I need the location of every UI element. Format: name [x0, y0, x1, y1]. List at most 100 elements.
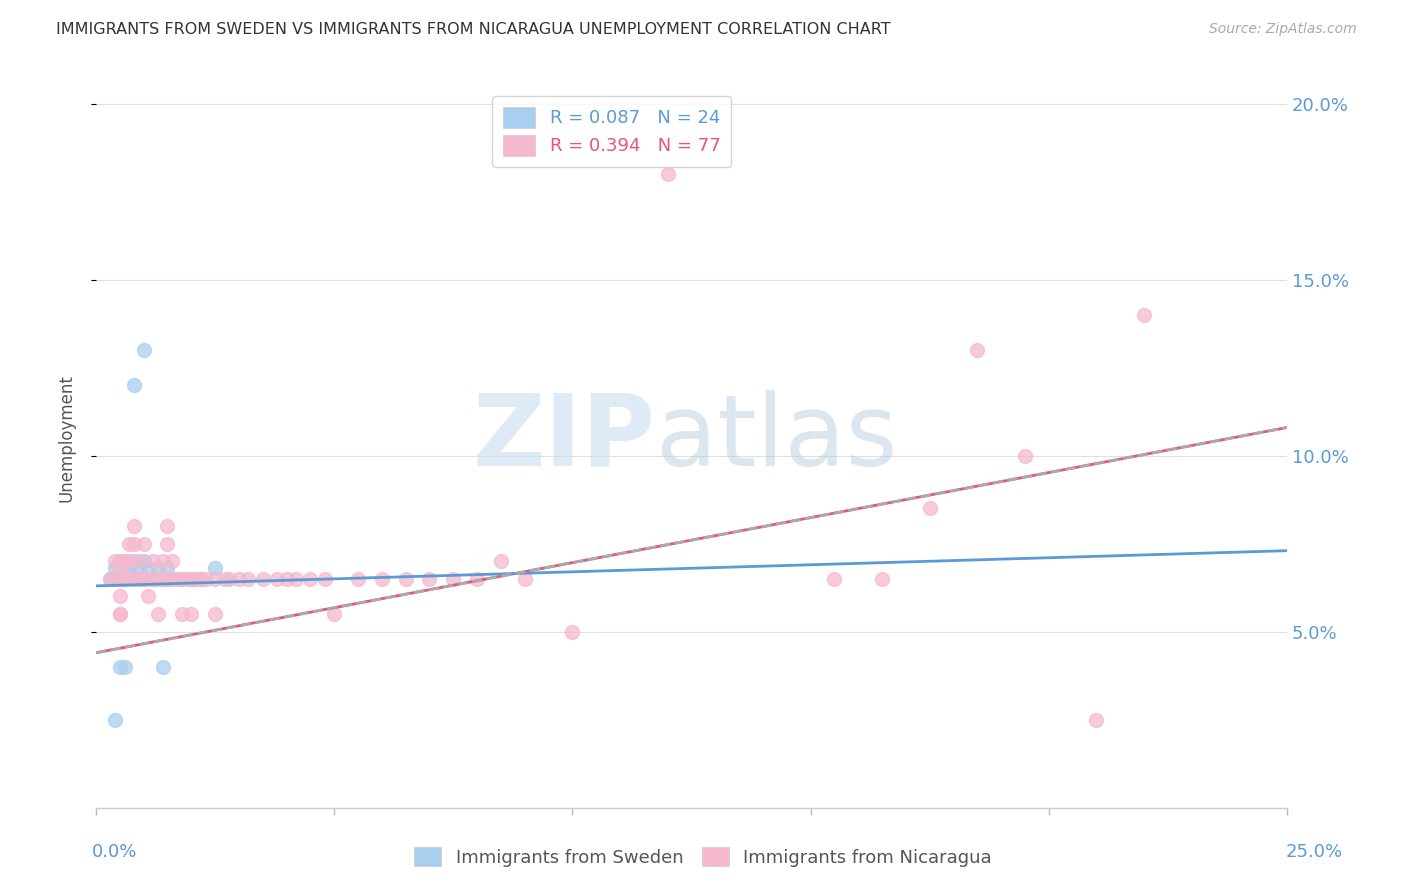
Point — [118, 561, 141, 575]
Point — [138, 590, 160, 604]
Point — [1085, 713, 1108, 727]
Point — [418, 572, 440, 586]
Point — [347, 572, 370, 586]
Point — [118, 572, 141, 586]
Point — [128, 554, 150, 568]
Point — [160, 554, 183, 568]
Text: 25.0%: 25.0% — [1285, 843, 1343, 861]
Point — [108, 572, 131, 586]
Point — [166, 572, 188, 586]
Point — [285, 572, 308, 586]
Point — [156, 572, 179, 586]
Point — [184, 572, 207, 586]
Point — [146, 561, 169, 575]
Point — [118, 554, 141, 568]
Point — [252, 572, 274, 586]
Point — [170, 572, 193, 586]
Point — [266, 572, 288, 586]
Point — [160, 572, 183, 586]
Point — [156, 572, 179, 586]
Point — [190, 572, 212, 586]
Point — [128, 561, 150, 575]
Point — [489, 554, 512, 568]
Point — [160, 572, 183, 586]
Point — [142, 572, 165, 586]
Point — [122, 536, 145, 550]
Point — [180, 607, 202, 621]
Point — [128, 572, 150, 586]
Point — [122, 554, 145, 568]
Point — [104, 713, 127, 727]
Text: 0.0%: 0.0% — [91, 843, 136, 861]
Point — [465, 572, 488, 586]
Point — [228, 572, 250, 586]
Point — [114, 572, 136, 586]
Point — [870, 572, 893, 586]
Point — [276, 572, 298, 586]
Point — [561, 624, 583, 639]
Point — [104, 572, 127, 586]
Text: IMMIGRANTS FROM SWEDEN VS IMMIGRANTS FROM NICARAGUA UNEMPLOYMENT CORRELATION CHA: IMMIGRANTS FROM SWEDEN VS IMMIGRANTS FRO… — [56, 22, 891, 37]
Point — [214, 572, 236, 586]
Point — [114, 554, 136, 568]
Point — [238, 572, 260, 586]
Point — [170, 572, 193, 586]
Point — [132, 572, 155, 586]
Point — [108, 572, 131, 586]
Point — [128, 572, 150, 586]
Point — [152, 572, 174, 586]
Point — [132, 572, 155, 586]
Point — [395, 572, 418, 586]
Point — [170, 607, 193, 621]
Point — [142, 572, 165, 586]
Point — [132, 572, 155, 586]
Point — [108, 572, 131, 586]
Point — [108, 590, 131, 604]
Point — [108, 561, 131, 575]
Point — [180, 572, 202, 586]
Legend: R = 0.087   N = 24, R = 0.394   N = 77: R = 0.087 N = 24, R = 0.394 N = 77 — [492, 96, 731, 167]
Text: atlas: atlas — [655, 390, 897, 486]
Point — [108, 607, 131, 621]
Point — [114, 660, 136, 674]
Point — [132, 536, 155, 550]
Point — [128, 572, 150, 586]
Point — [142, 554, 165, 568]
Point — [204, 572, 226, 586]
Point — [118, 536, 141, 550]
Point — [513, 572, 536, 586]
Text: Source: ZipAtlas.com: Source: ZipAtlas.com — [1209, 22, 1357, 37]
Point — [823, 572, 845, 586]
Point — [108, 554, 131, 568]
Point — [218, 572, 240, 586]
Point — [132, 343, 155, 357]
Point — [122, 378, 145, 392]
Point — [323, 607, 346, 621]
Point — [146, 607, 169, 621]
Point — [918, 501, 941, 516]
Point — [180, 572, 202, 586]
Point — [114, 572, 136, 586]
Point — [156, 536, 179, 550]
Point — [104, 561, 127, 575]
Point — [122, 572, 145, 586]
Point — [122, 572, 145, 586]
Point — [194, 572, 217, 586]
Point — [190, 572, 212, 586]
Point — [108, 554, 131, 568]
Point — [122, 519, 145, 533]
Point — [966, 343, 988, 357]
Point — [108, 660, 131, 674]
Point — [441, 572, 464, 586]
Point — [314, 572, 336, 586]
Point — [204, 561, 226, 575]
Point — [156, 561, 179, 575]
Point — [138, 561, 160, 575]
Point — [108, 607, 131, 621]
Legend: Immigrants from Sweden, Immigrants from Nicaragua: Immigrants from Sweden, Immigrants from … — [408, 840, 998, 874]
Point — [98, 572, 121, 586]
Point — [152, 554, 174, 568]
Point — [138, 572, 160, 586]
Point — [152, 572, 174, 586]
Point — [98, 572, 121, 586]
